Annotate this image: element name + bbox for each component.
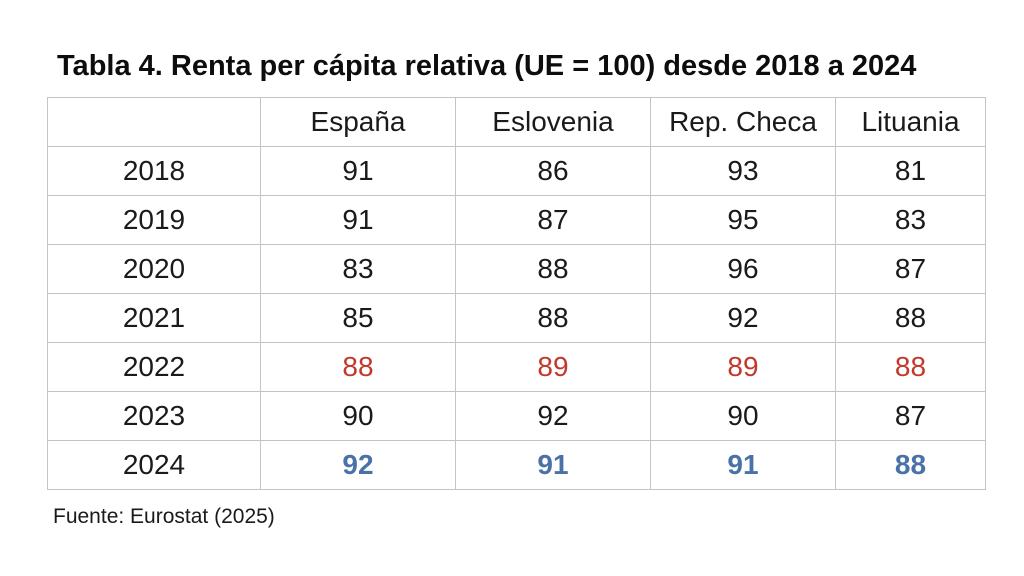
year-cell: 2019 [47, 195, 261, 245]
table-row: 2018 91 86 93 81 [47, 146, 986, 196]
value-cell: 87 [455, 195, 651, 245]
corner-cell [47, 97, 261, 147]
value-cell: 87 [835, 244, 986, 294]
value-cell: 90 [260, 391, 456, 441]
value-cell: 90 [650, 391, 836, 441]
table-row: 2023 90 92 90 87 [47, 391, 986, 441]
table-row: 2019 91 87 95 83 [47, 195, 986, 245]
value-cell: 88 [455, 244, 651, 294]
year-cell: 2021 [47, 293, 261, 343]
value-cell: 85 [260, 293, 456, 343]
value-cell: 89 [455, 342, 651, 392]
value-cell: 86 [455, 146, 651, 196]
value-cell: 81 [835, 146, 986, 196]
value-cell: 91 [455, 440, 651, 490]
data-table: España Eslovenia Rep. Checa Lituania 2018 91… [47, 97, 986, 490]
column-header: España [260, 97, 456, 147]
year-cell: 2020 [47, 244, 261, 294]
value-cell: 92 [455, 391, 651, 441]
table-row: 2020 83 88 96 87 [47, 244, 986, 294]
column-header: Lituania [835, 97, 986, 147]
value-cell: 87 [835, 391, 986, 441]
year-cell: 2018 [47, 146, 261, 196]
year-cell: 2022 [47, 342, 261, 392]
value-cell: 88 [835, 293, 986, 343]
year-cell: 2024 [47, 440, 261, 490]
value-cell: 91 [650, 440, 836, 490]
value-cell: 91 [260, 195, 456, 245]
value-cell: 88 [455, 293, 651, 343]
value-cell: 92 [260, 440, 456, 490]
value-cell: 91 [260, 146, 456, 196]
year-cell: 2023 [47, 391, 261, 441]
value-cell: 88 [260, 342, 456, 392]
column-header: Eslovenia [455, 97, 651, 147]
table-title: Tabla 4. Renta per cápita relativa (UE =… [57, 50, 917, 82]
table-row: 2022 88 89 89 88 [47, 342, 986, 392]
value-cell: 88 [835, 440, 986, 490]
table-row: 2024 92 91 91 88 [47, 440, 986, 490]
value-cell: 89 [650, 342, 836, 392]
header-row: España Eslovenia Rep. Checa Lituania [47, 97, 986, 147]
value-cell: 93 [650, 146, 836, 196]
value-cell: 96 [650, 244, 836, 294]
value-cell: 95 [650, 195, 836, 245]
table-row: 2021 85 88 92 88 [47, 293, 986, 343]
column-header: Rep. Checa [650, 97, 836, 147]
value-cell: 83 [835, 195, 986, 245]
value-cell: 92 [650, 293, 836, 343]
value-cell: 88 [835, 342, 986, 392]
value-cell: 83 [260, 244, 456, 294]
source-note: Fuente: Eurostat (2025) [53, 505, 275, 528]
